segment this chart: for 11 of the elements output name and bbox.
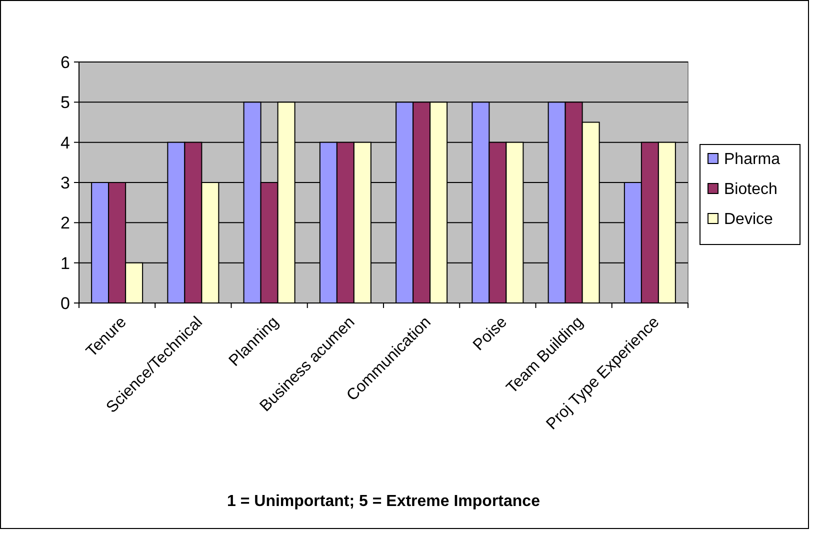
- legend-label: Pharma: [724, 151, 780, 168]
- y-tick-label: 2: [60, 214, 70, 233]
- legend-label: Biotech: [724, 181, 778, 198]
- y-tick-label: 3: [60, 173, 70, 192]
- y-tick-label: 0: [60, 294, 70, 313]
- y-tick-label: 1: [60, 254, 70, 273]
- x-axis-title: 1 = Unimportant; 5 = Extreme Importance: [227, 493, 540, 510]
- legend-label: Device: [724, 211, 774, 228]
- y-tick-label: 5: [60, 93, 70, 112]
- y-tick-label: 4: [60, 133, 70, 152]
- y-tick-label: 6: [60, 52, 70, 72]
